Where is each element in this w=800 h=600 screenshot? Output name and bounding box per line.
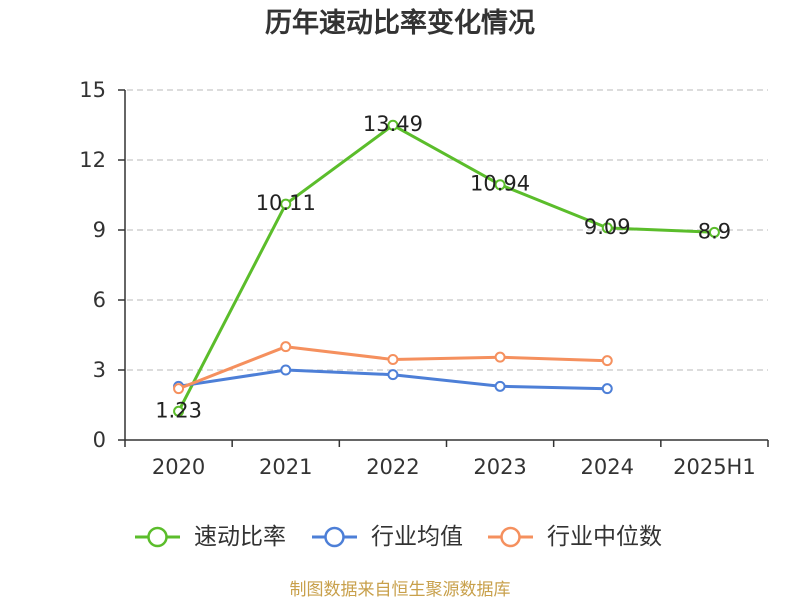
legend-label: 行业均值 — [371, 524, 463, 550]
data-label: 10.11 — [256, 191, 316, 215]
data-point — [173, 405, 185, 417]
series-group — [173, 119, 720, 417]
data-point — [708, 226, 720, 238]
legend-label: 行业中位数 — [547, 524, 662, 550]
data-point — [387, 119, 399, 131]
x-axis-ticks: 2020 2021 2022 2023 2024 2025H1 — [124, 440, 769, 479]
x-tick-label: 2025H1 — [673, 455, 756, 479]
legend-item: 行业均值 — [312, 524, 463, 550]
legend-item: 行业中位数 — [488, 524, 662, 550]
data-point — [280, 198, 292, 210]
gridlines — [127, 89, 768, 371]
data-point — [601, 383, 613, 395]
data-point — [387, 354, 399, 365]
y-tick-label: 15 — [79, 78, 106, 102]
data-point — [387, 369, 399, 381]
y-tick-label: 9 — [93, 218, 106, 242]
data-point — [601, 222, 613, 234]
y-axis-ticks: 0 3 6 9 12 15 — [79, 78, 125, 452]
y-tick-label: 12 — [79, 148, 106, 172]
data-label: 1.23 — [155, 398, 202, 422]
data-label: 10.94 — [470, 172, 530, 196]
x-tick-label: 2020 — [152, 455, 205, 479]
data-point — [494, 351, 506, 363]
x-tick-label: 2023 — [473, 455, 526, 479]
legend-circle-icon — [324, 526, 345, 548]
y-tick-label: 6 — [93, 288, 106, 312]
y-tick-label: 0 — [93, 428, 106, 452]
data-labels: 1.23 10.11 13.49 10.94 9.09 8.9 — [155, 112, 731, 422]
data-point — [494, 179, 506, 191]
legend: 速动比率 行业均值 行业中位数 — [135, 524, 662, 550]
data-label: 9.09 — [584, 215, 631, 239]
data-label: 8.9 — [698, 219, 731, 243]
data-point — [494, 380, 506, 392]
data-point — [601, 355, 613, 367]
legend-circle-icon — [147, 526, 168, 548]
legend-label: 速动比率 — [194, 524, 286, 550]
legend-item: 速动比率 — [135, 524, 286, 550]
source-note: 制图数据来自恒生聚源数据库 — [290, 580, 511, 600]
x-tick-label: 2024 — [581, 455, 634, 479]
data-point — [280, 341, 292, 353]
data-point — [280, 364, 292, 376]
y-tick-label: 3 — [93, 358, 106, 382]
data-label: 13.49 — [363, 112, 423, 136]
x-tick-label: 2021 — [259, 455, 312, 479]
x-tick-label: 2022 — [366, 455, 419, 479]
legend-circle-icon — [500, 526, 521, 548]
data-point — [173, 383, 185, 395]
chart-title: 历年速动比率变化情况 — [265, 7, 535, 39]
series-line — [177, 123, 716, 413]
